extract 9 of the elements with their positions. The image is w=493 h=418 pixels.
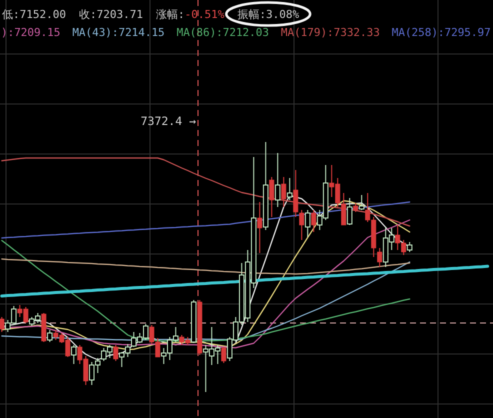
legend-item: MA(258):7295.97 bbox=[392, 26, 491, 39]
annotation: 涨幅:-0.51% bbox=[156, 8, 224, 21]
legend-item: MA(43):7214.15 bbox=[72, 26, 165, 39]
annotation: 振幅:3.08% bbox=[237, 8, 300, 21]
annotation: 7372.4 → bbox=[140, 114, 196, 128]
annotation: 低:7152.00 bbox=[2, 8, 66, 21]
legend-item: MA(179):7332.33 bbox=[280, 26, 380, 39]
legend-item: ):7209.15 bbox=[1, 26, 60, 39]
annotation: 收:7203.71 bbox=[78, 8, 143, 21]
